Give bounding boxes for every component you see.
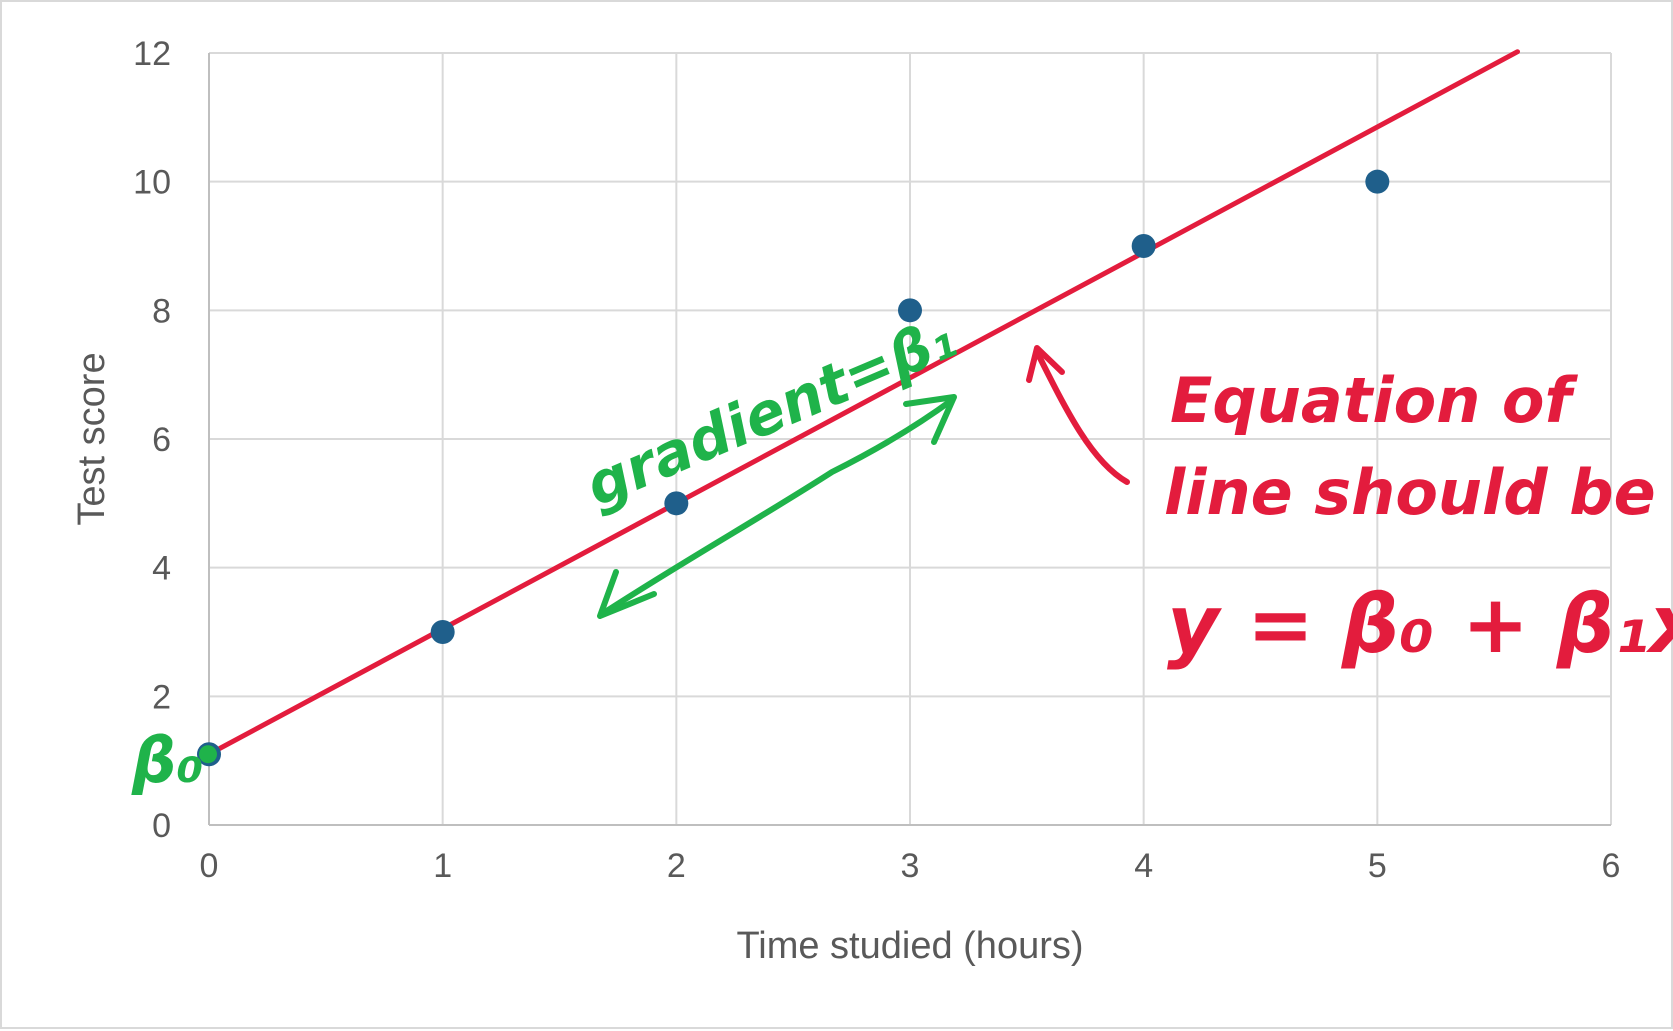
y-tick-label-6: 12 <box>133 35 171 73</box>
y-tick-label-2: 4 <box>152 550 171 588</box>
x-tick-label-4: 4 <box>1134 847 1153 885</box>
x-tick-label-6: 6 <box>1602 847 1621 885</box>
data-point-1 <box>430 620 455 644</box>
y-tick-label-3: 6 <box>152 421 171 459</box>
equation-caption-line1: Equation of <box>1170 364 1579 437</box>
data-points <box>197 169 1390 767</box>
equation-formula: y = β₀ + β₁x <box>1167 578 1673 671</box>
x-tick-label-5: 5 <box>1368 847 1387 885</box>
x-tick-label-2: 2 <box>667 847 686 885</box>
data-point-3 <box>898 298 922 323</box>
axes <box>208 53 1611 826</box>
equation-caption-line2: line should be <box>1164 456 1656 529</box>
y-tick-label-0: 0 <box>152 807 171 845</box>
fitted-line <box>206 49 1521 757</box>
equation-pointer-arrow <box>1026 345 1130 485</box>
gridlines <box>209 52 1612 825</box>
data-point-2 <box>664 491 689 516</box>
y-tick-label-1: 2 <box>152 678 171 716</box>
data-point-5 <box>1365 169 1390 194</box>
x-tick-label-1: 1 <box>433 847 452 885</box>
intercept-marker <box>199 745 217 764</box>
gradient-label: gradient=β₁ <box>576 303 966 520</box>
data-point-4 <box>1131 234 1156 258</box>
y-tick-label-4: 8 <box>152 292 171 330</box>
fit-line-layer <box>206 49 1521 757</box>
gradient-arrow <box>597 394 957 619</box>
y-tick-label-5: 10 <box>133 164 171 202</box>
x-tick-label-0: 0 <box>200 847 219 885</box>
intercept-label: β₀ <box>131 724 204 797</box>
x-axis-title: Time studied (hours) <box>736 925 1083 967</box>
x-tick-label-3: 3 <box>901 847 920 885</box>
y-axis-title: Test score <box>71 352 113 525</box>
